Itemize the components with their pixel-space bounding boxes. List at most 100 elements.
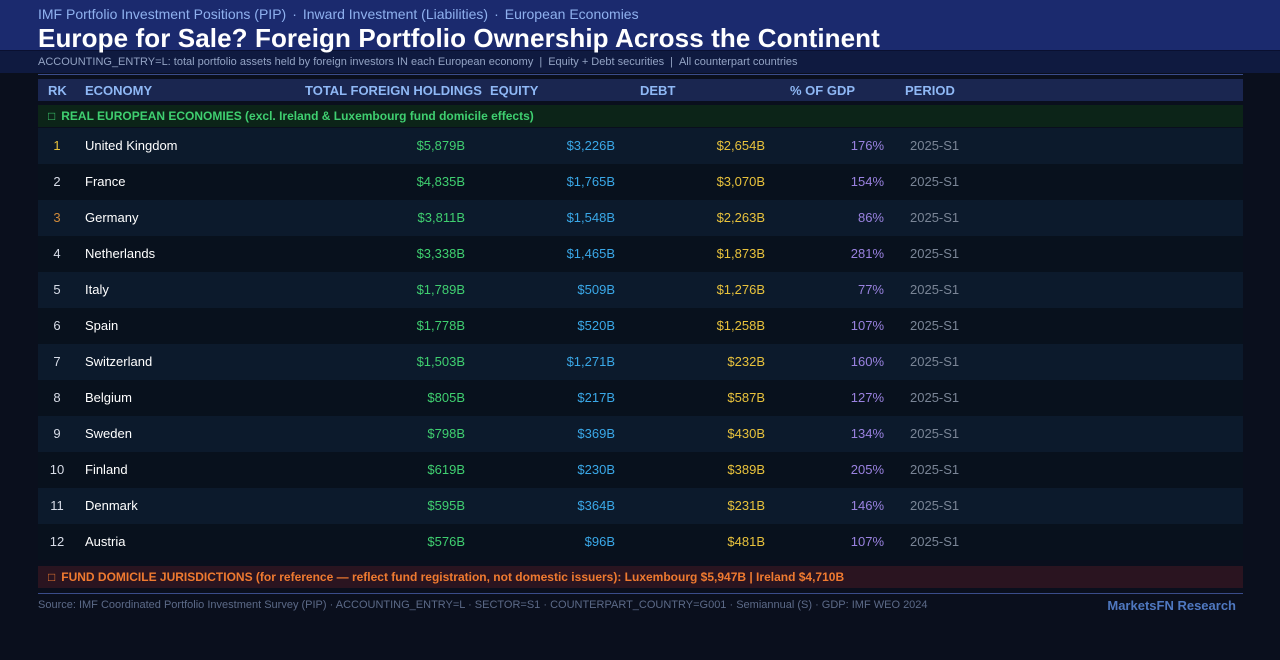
- period-cell: 2025-S1: [910, 138, 960, 153]
- header-bar: [0, 0, 1280, 50]
- equity-cell: $3,226B: [566, 138, 615, 153]
- brand-logo-text[interactable]: MarketsFN Research: [1107, 598, 1236, 613]
- gdp-percent-cell: 154%: [850, 174, 884, 189]
- column-header-debt[interactable]: DEBT: [640, 83, 676, 98]
- equity-cell: $1,465B: [566, 246, 615, 261]
- gdp-percent-cell: 146%: [850, 498, 884, 513]
- debt-cell: $3,070B: [716, 174, 765, 189]
- breadcrumb-separator: ·: [292, 6, 297, 22]
- section-header-fund-domicile: □ FUND DOMICILE JURISDICTIONS (for refere…: [38, 566, 1243, 588]
- subtitle-part: Equity + Debt securities: [548, 56, 665, 68]
- period-cell: 2025-S1: [910, 210, 960, 225]
- rank-cell: 9: [53, 426, 61, 441]
- divider: [38, 593, 1243, 594]
- economy-cell: Belgium: [85, 390, 132, 405]
- gdp-percent-cell: 86%: [857, 210, 884, 225]
- equity-cell: $1,765B: [566, 174, 615, 189]
- table-row[interactable]: 12 Austria $576B $96B $481B 107% 2025-S1: [38, 524, 1243, 560]
- period-cell: 2025-S1: [910, 534, 960, 549]
- total-holdings-cell: $576B: [427, 534, 465, 549]
- column-header-rank[interactable]: RK: [48, 83, 67, 98]
- economy-cell: United Kingdom: [85, 138, 178, 153]
- column-header-total[interactable]: TOTAL FOREIGN HOLDINGS: [305, 83, 482, 98]
- gdp-percent-cell: 107%: [850, 318, 884, 333]
- section-real-text: □ REAL EUROPEAN ECONOMIES (excl. Ireland …: [48, 109, 534, 123]
- equity-cell: $520B: [577, 318, 615, 333]
- economy-cell: Germany: [85, 210, 139, 225]
- period-cell: 2025-S1: [910, 498, 960, 513]
- total-holdings-cell: $619B: [427, 462, 465, 477]
- table-row[interactable]: 8 Belgium $805B $217B $587B 127% 2025-S1: [38, 380, 1243, 416]
- gdp-percent-cell: 134%: [850, 426, 884, 441]
- equity-cell: $1,548B: [566, 210, 615, 225]
- equity-cell: $1,271B: [566, 354, 615, 369]
- gdp-percent-cell: 205%: [850, 462, 884, 477]
- equity-cell: $364B: [577, 498, 615, 513]
- equity-cell: $96B: [584, 534, 615, 549]
- page-subtitle: ACCOUNTING_ENTRY=L: total portfolio asse…: [38, 56, 798, 68]
- gdp-percent-cell: 160%: [850, 354, 884, 369]
- equity-cell: $369B: [577, 426, 615, 441]
- page-title: Europe for Sale? Foreign Portfolio Owner…: [38, 23, 880, 53]
- table-row[interactable]: 7 Switzerland $1,503B $1,271B $232B 160% 2025-…: [38, 344, 1243, 380]
- debt-cell: $481B: [727, 534, 765, 549]
- table-row[interactable]: 11 Denmark $595B $364B $231B 146% 2025-S1: [38, 488, 1243, 524]
- total-holdings-cell: $595B: [427, 498, 465, 513]
- economy-cell: Finland: [85, 462, 128, 477]
- economy-cell: Italy: [85, 282, 109, 297]
- gdp-percent-cell: 77%: [857, 282, 884, 297]
- header-subbar: [0, 50, 1280, 73]
- table-row[interactable]: 6 Spain $1,778B $520B $1,258B 107% 2025-S1: [38, 308, 1243, 344]
- gdp-percent-cell: 107%: [850, 534, 884, 549]
- gdp-percent-cell: 281%: [850, 246, 884, 261]
- period-cell: 2025-S1: [910, 462, 960, 477]
- total-holdings-cell: $3,338B: [416, 246, 465, 261]
- table-row[interactable]: 5 Italy $1,789B $509B $1,276B 77% 2025-S1: [38, 272, 1243, 308]
- section-real-label: REAL EUROPEAN ECONOMIES (excl. Ireland &…: [61, 109, 534, 123]
- table-row[interactable]: 1 United Kingdom $5,879B $3,226B $2,654B 176%…: [38, 128, 1243, 164]
- breadcrumb-item[interactable]: European Economies: [504, 6, 639, 22]
- breadcrumb-item[interactable]: Inward Investment (Liabilities): [302, 6, 489, 22]
- total-holdings-cell: $1,778B: [416, 318, 465, 333]
- source-note: Source: IMF Coordinated Portfolio Invest…: [38, 599, 928, 611]
- column-header-gdp[interactable]: % OF GDP: [790, 83, 856, 98]
- section-fund-text: □ FUND DOMICILE JURISDICTIONS (for refere…: [48, 570, 844, 584]
- subtitle-separator: |: [670, 56, 673, 68]
- subtitle-separator: |: [539, 56, 543, 68]
- table-row[interactable]: 3 Germany $3,811B $1,548B $2,263B 86% 2025-S1: [38, 200, 1243, 236]
- column-header-equity[interactable]: EQUITY: [490, 83, 539, 98]
- equity-cell: $509B: [577, 282, 615, 297]
- total-holdings-cell: $4,835B: [416, 174, 465, 189]
- section-header-real-economies: □ REAL EUROPEAN ECONOMIES (excl. Ireland …: [38, 105, 1243, 127]
- equity-cell: $230B: [577, 462, 615, 477]
- debt-cell: $2,263B: [716, 210, 765, 225]
- table-row[interactable]: 10 Finland $619B $230B $389B 205% 2025-S1: [38, 452, 1243, 488]
- table-row[interactable]: 9 Sweden $798B $369B $430B 134% 2025-S1: [38, 416, 1243, 452]
- economy-cell: Netherlands: [85, 246, 156, 261]
- economy-cell: Austria: [85, 534, 126, 549]
- total-holdings-cell: $1,503B: [416, 354, 465, 369]
- rank-cell: 3: [53, 210, 61, 225]
- table-header: RK ECONOMY TOTAL FOREIGN HOLDINGS EQUITY…: [38, 79, 1243, 101]
- debt-cell: $231B: [727, 498, 765, 513]
- debt-cell: $389B: [727, 462, 765, 477]
- total-holdings-cell: $3,811B: [417, 210, 465, 225]
- economy-cell: Denmark: [85, 498, 138, 513]
- square-icon: □: [48, 109, 56, 123]
- subtitle-part: ACCOUNTING_ENTRY=L: total portfolio asse…: [38, 56, 534, 68]
- gdp-percent-cell: 127%: [850, 390, 884, 405]
- column-header-period[interactable]: PERIOD: [905, 83, 955, 98]
- square-icon: □: [48, 570, 56, 584]
- rank-cell: 6: [53, 318, 61, 333]
- economy-cell: Spain: [85, 318, 119, 333]
- section-fund-label: FUND DOMICILE JURISDICTIONS (for referen…: [61, 570, 845, 584]
- divider: [38, 74, 1243, 75]
- breadcrumb-item[interactable]: IMF Portfolio Investment Positions (PIP): [38, 6, 287, 22]
- breadcrumb-separator: ·: [494, 6, 499, 22]
- debt-cell: $1,276B: [716, 282, 765, 297]
- table-row[interactable]: 2 France $4,835B $1,765B $3,070B 154% 2025-S1: [38, 164, 1243, 200]
- table-row[interactable]: 4 Netherlands $3,338B $1,465B $1,873B 281% 202…: [38, 236, 1243, 272]
- breadcrumb: IMF Portfolio Investment Positions (PIP)…: [38, 6, 639, 22]
- debt-cell: $587B: [727, 390, 765, 405]
- column-header-economy[interactable]: ECONOMY: [85, 83, 153, 98]
